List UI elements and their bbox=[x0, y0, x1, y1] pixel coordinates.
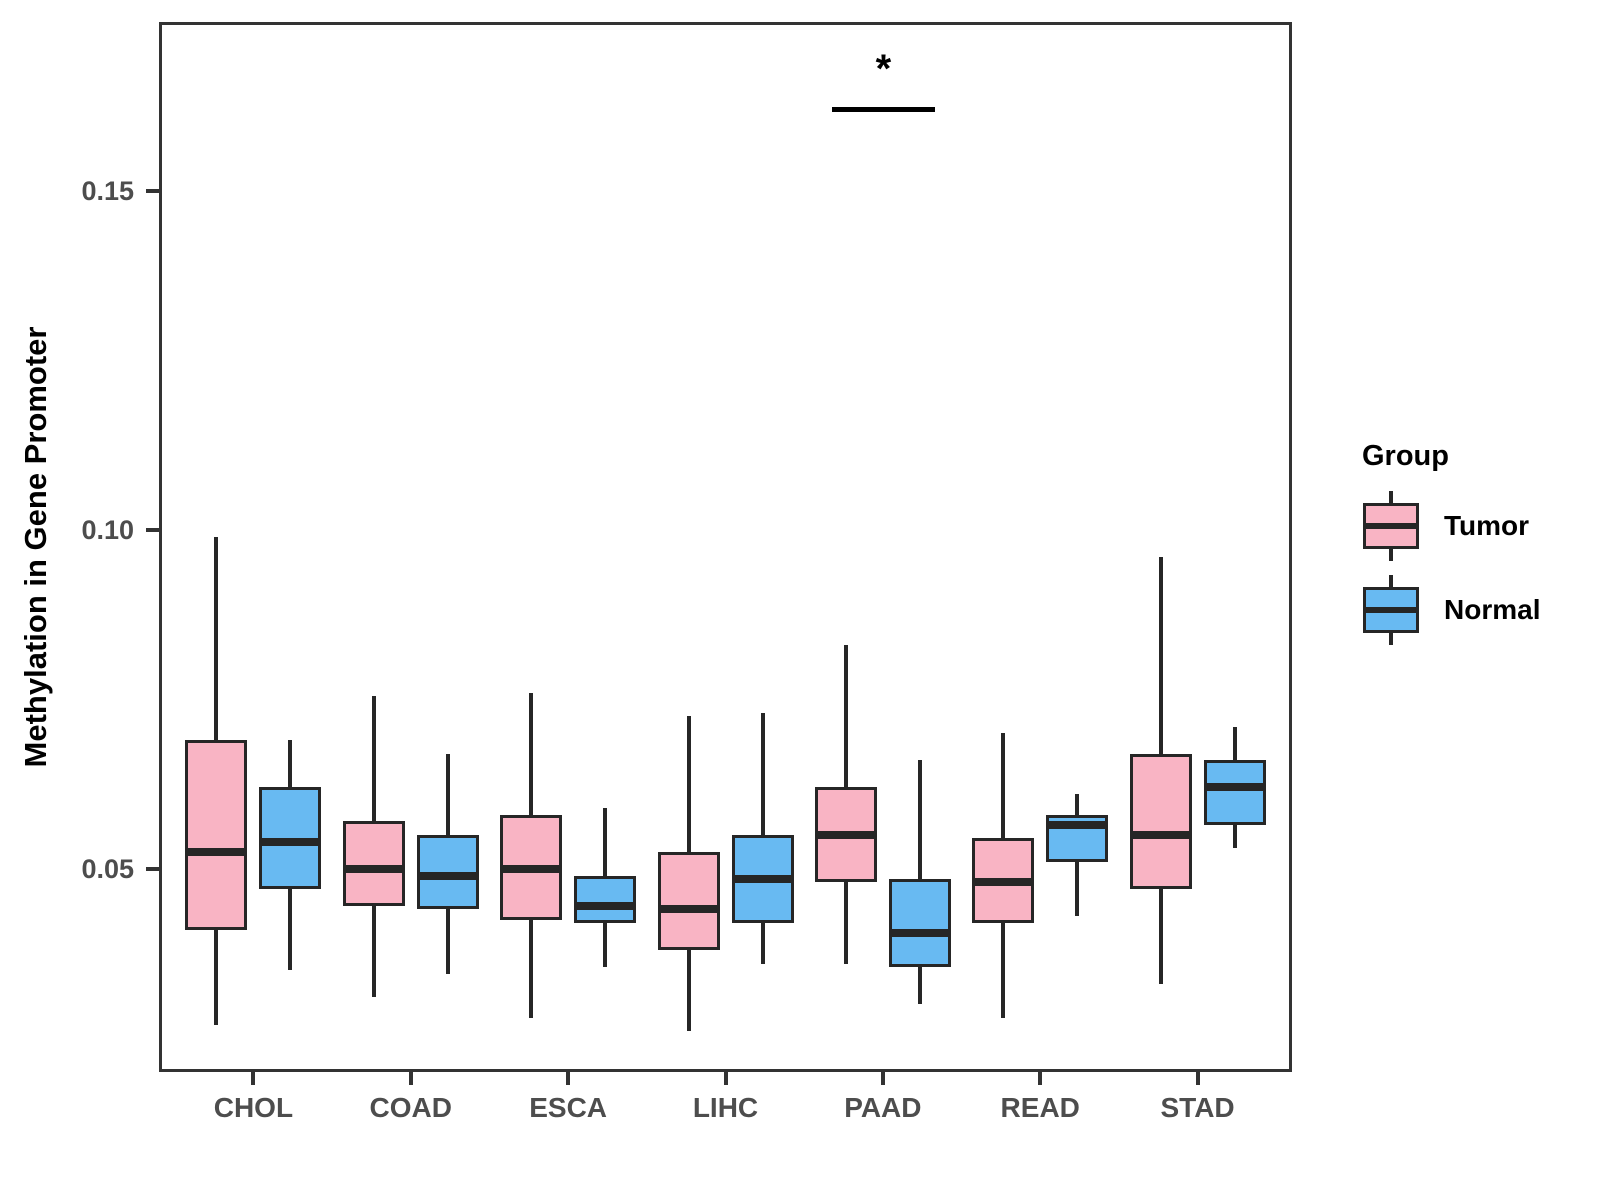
boxplot-normal-esca-median bbox=[574, 902, 637, 911]
glyph-median bbox=[1363, 607, 1419, 613]
boxplot-tumor-lihc-median bbox=[657, 905, 720, 914]
boxplot-normal-stad-median bbox=[1203, 783, 1266, 792]
boxplot-normal-chol-median bbox=[259, 837, 322, 846]
y-tick-mark bbox=[146, 189, 159, 194]
boxplot-tumor-esca-median bbox=[500, 864, 563, 873]
y-tick-mark bbox=[146, 528, 159, 533]
boxplot-tumor-read-median bbox=[972, 878, 1035, 887]
boxplot-tumor-stad-box bbox=[1129, 753, 1192, 890]
glyph-whisker bbox=[1389, 548, 1393, 561]
legend: Group Tumor Normal bbox=[1362, 440, 1592, 659]
significance-bar bbox=[831, 106, 935, 112]
y-tick-mark bbox=[146, 866, 159, 871]
y-tick-label: 0.10 bbox=[81, 515, 134, 546]
x-tick-mark bbox=[1038, 1072, 1043, 1085]
boxplot-tumor-paad-median bbox=[814, 830, 877, 839]
x-tick-mark bbox=[566, 1072, 571, 1085]
x-tick-mark bbox=[408, 1072, 413, 1085]
boxplot-normal-esca-box bbox=[574, 875, 637, 923]
x-axis-label-read: READ bbox=[1000, 1092, 1080, 1123]
legend-label-tumor: Tumor bbox=[1444, 510, 1530, 541]
x-tick-mark bbox=[723, 1072, 728, 1085]
y-axis-title: Methylation in Gene Promoter bbox=[18, 326, 53, 768]
tumor-boxplot-glyph-icon bbox=[1362, 491, 1420, 561]
x-axis-label-esca: ESCA bbox=[529, 1092, 608, 1123]
legend-label-normal: Normal bbox=[1444, 594, 1541, 625]
x-axis-label-paad: PAAD bbox=[844, 1092, 922, 1123]
x-axis-label-coad: COAD bbox=[369, 1092, 452, 1123]
glyph-whisker bbox=[1389, 575, 1393, 588]
x-axis-label-stad: STAD bbox=[1160, 1092, 1235, 1123]
boxplot-normal-stad-box bbox=[1203, 760, 1266, 825]
legend-title: Group bbox=[1362, 440, 1449, 472]
boxplot-tumor-chol-box bbox=[185, 740, 248, 930]
boxplot-tumor-chol-median bbox=[185, 847, 248, 856]
boxplot-normal-read-median bbox=[1046, 820, 1109, 829]
boxplot-tumor-lihc-box bbox=[657, 851, 720, 951]
y-tick-label: 0.15 bbox=[81, 176, 134, 207]
legend-entry-normal: Normal bbox=[1362, 575, 1592, 645]
boxplot-tumor-coad-box bbox=[342, 821, 405, 907]
normal-boxplot-glyph-icon bbox=[1362, 575, 1420, 645]
boxplot-normal-paad-box bbox=[888, 878, 951, 967]
boxplot-normal-coad-median bbox=[416, 871, 479, 880]
x-tick-mark bbox=[880, 1072, 885, 1085]
glyph-whisker bbox=[1389, 491, 1393, 504]
boxplot-normal-lihc-median bbox=[731, 874, 794, 883]
x-axis-label-chol: CHOL bbox=[213, 1092, 294, 1123]
x-axis-label-lihc: LIHC bbox=[692, 1092, 759, 1123]
glyph-whisker bbox=[1389, 632, 1393, 645]
x-tick-mark bbox=[1195, 1072, 1200, 1085]
legend-entry-tumor: Tumor bbox=[1362, 491, 1592, 561]
boxplot-normal-paad-median bbox=[888, 929, 951, 938]
plot-panel bbox=[159, 22, 1292, 1072]
y-tick-label: 0.05 bbox=[81, 853, 134, 884]
boxplot-tumor-coad-median bbox=[342, 864, 405, 873]
glyph-median bbox=[1363, 523, 1419, 529]
boxplot-tumor-stad-median bbox=[1129, 830, 1192, 839]
significance-asterisk: * bbox=[875, 46, 892, 91]
x-tick-mark bbox=[251, 1072, 256, 1085]
